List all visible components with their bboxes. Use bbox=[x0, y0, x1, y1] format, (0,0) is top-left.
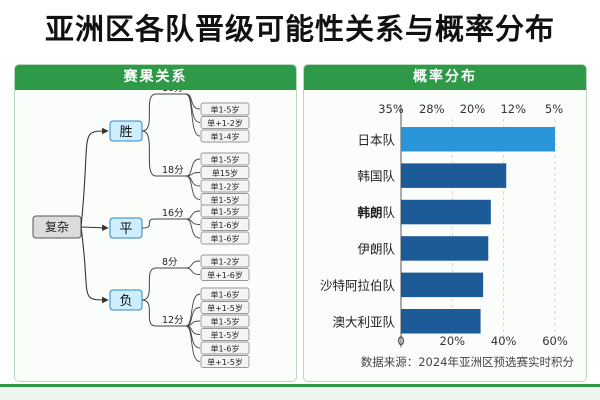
score-to-leaf-line bbox=[185, 210, 201, 220]
leaf-node-box bbox=[200, 328, 250, 341]
score-to-leaf-line bbox=[185, 325, 201, 349]
leaf-node-label: 单1-2岁 bbox=[210, 182, 239, 192]
leaf-node-label: 单1-5岁 bbox=[210, 317, 239, 327]
bar-6 bbox=[401, 309, 481, 334]
result-relation-header: 赛果关系 bbox=[15, 65, 296, 90]
category-label: 韩国队 bbox=[357, 169, 395, 184]
leaf-node-box bbox=[200, 102, 250, 116]
score-label: 18分 bbox=[162, 165, 184, 176]
leaf-node-label: 单1-2岁 bbox=[210, 257, 239, 267]
leaf-node-box bbox=[200, 152, 250, 166]
leaf-node-label: 单+1-6岁 bbox=[207, 270, 243, 280]
leaf-node-label: 单1-6岁 bbox=[210, 220, 239, 230]
leaf-node-box bbox=[200, 341, 250, 355]
probability-panel: 概率分布 35% 28% 20% 12% 5% 日本队韩国队韩朗队伊朗队沙特阿拉伯队澳大利… bbox=[303, 64, 587, 382]
root-node-label: 复杂 bbox=[45, 220, 69, 234]
top-tick-label: 20% bbox=[460, 102, 486, 116]
root-to-branch-arrow bbox=[80, 127, 109, 228]
leaf-node-box bbox=[200, 231, 250, 245]
score-to-leaf-line bbox=[185, 307, 201, 327]
score-label: 10分 bbox=[162, 90, 184, 94]
branch-to-score-line bbox=[141, 267, 157, 301]
leaf-node-label: 单15岁 bbox=[212, 168, 238, 178]
leaf-node-box bbox=[200, 314, 250, 328]
leaf-node-label: 单1-6岁 bbox=[210, 234, 239, 244]
score-to-leaf-line bbox=[185, 93, 201, 123]
leaf-node-box bbox=[200, 116, 250, 129]
bar-4 bbox=[401, 236, 489, 261]
top-tick-label: 35% bbox=[378, 102, 404, 116]
score-to-leaf-line bbox=[185, 172, 201, 177]
score-label: 8分 bbox=[162, 257, 178, 268]
leaf-node-box bbox=[200, 287, 250, 301]
category-label: 伊朗队 bbox=[357, 241, 395, 256]
bottom-tick-label: 0 bbox=[397, 334, 404, 348]
leaf-node-label: 单+1-5岁 bbox=[207, 303, 243, 313]
category-label: 日本队 bbox=[357, 132, 395, 147]
leaf-node-label: 单1-5岁 bbox=[210, 330, 239, 340]
leaf-node-label: 单1-5岁 bbox=[210, 207, 239, 217]
bottom-tick-label: 40% bbox=[491, 334, 517, 348]
leaf-node-label: 单1-5岁 bbox=[210, 105, 239, 115]
root-to-branch-arrow bbox=[80, 226, 109, 304]
leaf-node-label: 单1-6岁 bbox=[210, 344, 239, 354]
top-tick-label: 5% bbox=[545, 102, 563, 116]
leaf-node-label: 单1-5岁 bbox=[210, 195, 239, 205]
relation-tree: 复杂胜10分单1-5岁单+1-2岁单1-4岁18分单1-5岁单15岁单1-2岁单… bbox=[32, 90, 250, 368]
score-label: 16分 bbox=[162, 208, 184, 219]
leaf-node-label: 单+1-2岁 bbox=[207, 118, 243, 128]
branch-node-label: 平 bbox=[119, 222, 132, 237]
category-label: 沙特阿拉伯队 bbox=[320, 278, 396, 293]
leaf-node-box bbox=[200, 166, 250, 179]
score-to-leaf-line bbox=[185, 175, 201, 187]
probability-header: 概率分布 bbox=[304, 65, 586, 90]
score-to-leaf-line bbox=[185, 218, 201, 239]
score-to-leaf-line bbox=[185, 267, 201, 275]
score-to-leaf-line bbox=[185, 325, 201, 362]
leaf-node-box bbox=[200, 179, 250, 193]
score-label: 12分 bbox=[162, 315, 184, 326]
branch-to-score-line bbox=[141, 218, 157, 229]
category-label: 澳大利亚队 bbox=[332, 314, 395, 329]
branch-node-label: 胜 bbox=[119, 125, 132, 140]
leaf-node-box bbox=[200, 129, 250, 143]
branch-node-label: 负 bbox=[119, 294, 132, 309]
leaf-node-box bbox=[200, 268, 250, 281]
bar-1 bbox=[401, 127, 555, 152]
bottom-tick-label: 60% bbox=[542, 334, 568, 348]
category-label: 韩朗队 bbox=[357, 205, 395, 220]
leaf-node-box bbox=[200, 355, 250, 368]
leaf-node-label: 单1-6岁 bbox=[210, 290, 239, 300]
root-to-branch-arrow bbox=[80, 224, 109, 232]
result-relation-panel: 赛果关系 复杂胜10分单1-5岁单+1-2岁单1-4岁18分单1-5岁单15岁单… bbox=[14, 64, 297, 382]
leaf-node-label: 单1-5岁 bbox=[210, 155, 239, 165]
leaf-node-box bbox=[200, 218, 250, 231]
score-to-leaf-line bbox=[185, 293, 201, 327]
page-title: 亚洲区各队晋级可能性关系与概率分布 bbox=[44, 12, 555, 46]
score-to-leaf-line bbox=[185, 175, 201, 200]
source-note: 数据来源：2024年亚洲区预选赛实时积分 bbox=[361, 355, 575, 369]
leaf-node-box bbox=[200, 204, 250, 218]
score-to-leaf-line bbox=[185, 260, 201, 269]
branch-to-score-line bbox=[141, 93, 157, 132]
top-tick-label: 12% bbox=[500, 102, 526, 116]
bar-3 bbox=[401, 199, 491, 225]
leaf-node-label: 单1-4岁 bbox=[210, 132, 239, 142]
branch-to-score-line bbox=[141, 299, 157, 327]
bottom-divider bbox=[0, 384, 600, 387]
bottom-tick-label: 20% bbox=[440, 334, 466, 348]
branch-to-score-line bbox=[141, 130, 157, 177]
footer-strip bbox=[0, 387, 600, 400]
leaf-node-box bbox=[200, 301, 250, 314]
leaf-node-box bbox=[200, 254, 250, 268]
leaf-node-label: 单+1-5岁 bbox=[207, 357, 243, 367]
score-to-leaf-line bbox=[185, 93, 201, 137]
bar-5 bbox=[401, 272, 484, 298]
top-tick-label: 28% bbox=[419, 102, 445, 116]
bar-2 bbox=[401, 163, 507, 188]
